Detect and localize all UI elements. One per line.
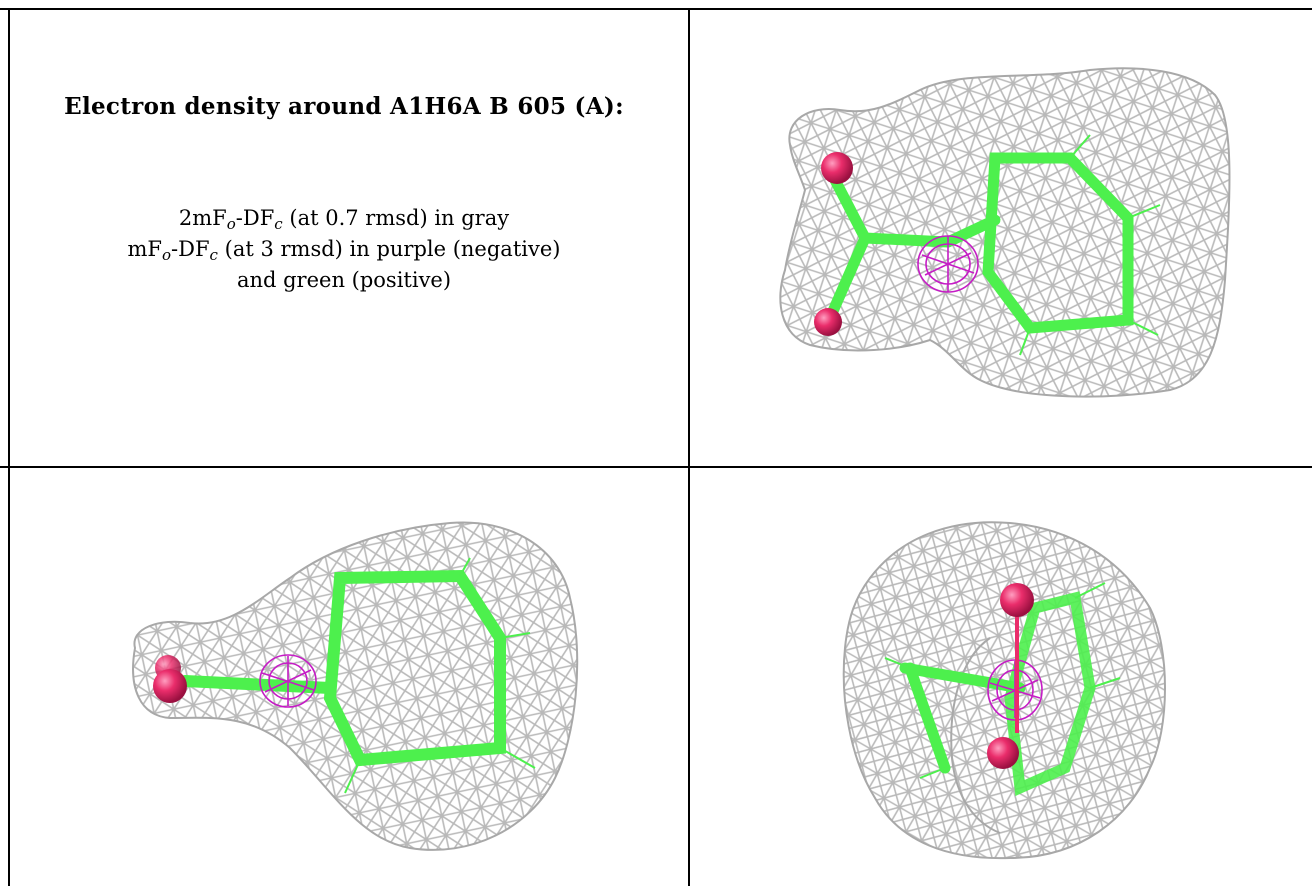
figure-title: Electron density around A1H6A B 605 (A): bbox=[64, 93, 624, 120]
negative-density-blob bbox=[259, 654, 317, 708]
mesh-outline bbox=[779, 67, 1231, 398]
hydrogen-stubs bbox=[344, 557, 536, 794]
mesh-outline bbox=[132, 521, 579, 851]
oxygen-atom-2 bbox=[814, 308, 842, 336]
hydrogen-stubs bbox=[884, 582, 1121, 779]
mesh-inner-fold bbox=[950, 637, 1001, 834]
border-center bbox=[688, 8, 690, 886]
mesh-outline bbox=[842, 521, 1166, 860]
oxygen-atom-front bbox=[153, 669, 187, 703]
density-legend: 2mFo-DFc (at 0.7 rmsd) in gray mFo-DFc (… bbox=[9, 203, 688, 296]
density-view-top-right bbox=[690, 10, 1312, 466]
hydrogen-stubs bbox=[1019, 134, 1161, 356]
negative-density-blob bbox=[917, 235, 979, 293]
caption-cell: Electron density around A1H6A B 605 (A):… bbox=[9, 9, 688, 466]
gray-mesh bbox=[780, 68, 1230, 397]
border-middle bbox=[0, 466, 1312, 468]
oxygen-atom-1 bbox=[821, 152, 853, 184]
density-view-bottom-right bbox=[690, 468, 1312, 886]
legend-line-fofc: mFo-DFc (at 3 rmsd) in purple (negative) bbox=[127, 237, 561, 264]
density-view-bottom-left bbox=[10, 468, 688, 886]
legend-line-2fofc: 2mFo-DFc (at 0.7 rmsd) in gray bbox=[178, 206, 510, 233]
border-left bbox=[8, 8, 10, 886]
legend-line-colors: and green (positive) bbox=[236, 268, 452, 292]
oxygen-atom-top bbox=[1000, 583, 1034, 617]
border-top bbox=[0, 8, 1312, 10]
oxygen-atom-bottom bbox=[987, 737, 1019, 769]
